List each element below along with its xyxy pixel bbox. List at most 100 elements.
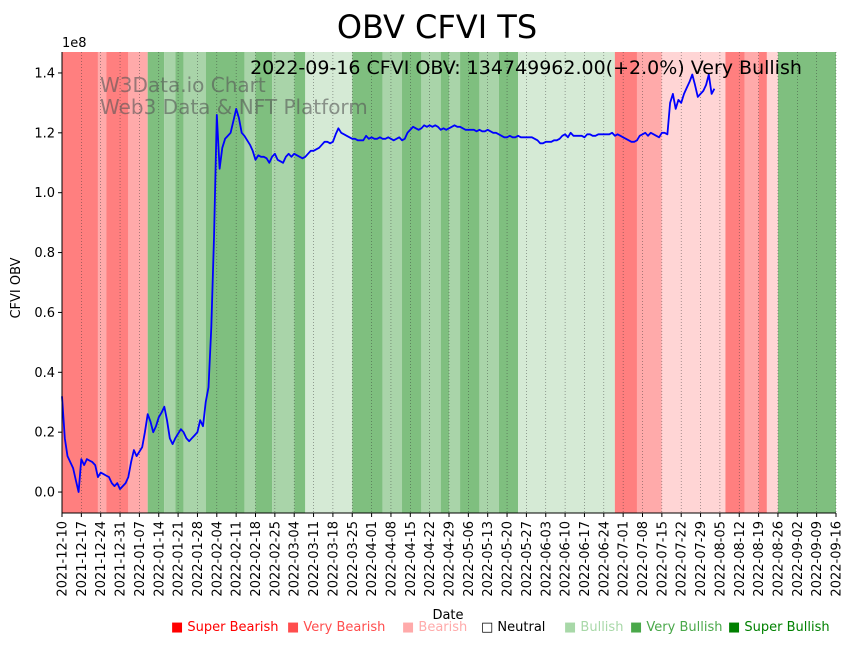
sentiment-band [164,52,176,513]
legend-swatch: ■ [402,620,419,635]
sentiment-band [766,52,778,513]
x-tick-label: 2022-06-17 [578,521,593,597]
legend-item: ■ Bearish [402,620,467,635]
x-tick-label: 2022-05-13 [481,521,496,597]
sentiment-band [758,52,767,513]
legend-label: Very Bearish [303,620,386,635]
sentiment-band [421,52,441,513]
x-tick-label: 2022-04-29 [443,521,458,597]
sentiment-band [777,52,836,513]
x-tick-label: 2022-02-11 [230,521,245,597]
x-tick-label: 2022-04-22 [423,521,438,597]
x-tick-label: 2022-05-20 [501,521,516,597]
sentiment-band [128,52,148,513]
sentiment-band [147,52,165,513]
x-tick-label: 2022-07-22 [675,521,690,597]
legend-swatch: □ [481,620,498,635]
legend-item: ■ Super Bearish [171,620,279,635]
legend-swatch: ■ [728,620,745,635]
x-tick-label: 2022-08-26 [771,521,786,597]
x-tick-label: 2022-01-07 [133,521,148,597]
sentiment-band [183,52,206,513]
sentiment-band [614,52,637,513]
x-tick-labels: 2021-12-10 2021-12-17 2021-12-24 2021-12-31… [56,513,845,597]
legend-item: □ Neutral [481,620,545,635]
sentiment-band [272,52,295,513]
legend-label: Neutral [497,620,546,635]
x-tick-label: 2022-06-24 [597,521,612,597]
sentiment-band [97,52,107,513]
x-tick-label: 2022-06-10 [559,521,574,597]
y-tick-label: 0.2 [34,426,55,441]
x-tick-label: 2022-01-14 [152,521,167,597]
legend-item: ■ Bullish [564,620,623,635]
x-tick-label: 2022-07-29 [694,521,709,597]
watermark-line-1: W3Data.io Chart [100,73,266,97]
x-tick-label: 2022-08-12 [733,521,748,597]
y-tick-label: 1.2 [34,126,55,141]
sentiment-band [106,52,129,513]
x-tick-label: 2022-04-01 [365,521,380,597]
x-tick-label: 2021-12-31 [114,521,129,597]
obv-series-line [61,73,716,493]
sentiment-band [460,52,480,513]
watermark-line-2: Web3 Data & NFT Platform [100,95,368,119]
sentiment-band [352,52,383,513]
sentiment-band [661,52,726,513]
x-tick-label: 2022-04-15 [404,521,419,597]
y-tick-labels: 0.0 0.2 0.4 0.6 0.8 1.0 1.2 1.4 [34,66,62,501]
x-tick-label: 2022-03-25 [346,521,361,597]
legend-label: Very Bullish [646,620,723,635]
sentiment-band [305,52,353,513]
x-tick-label: 2022-04-08 [384,521,399,597]
x-tick-label: 2022-06-03 [539,521,554,597]
x-tick-label: 2022-08-05 [713,521,728,597]
y-tick-label: 0.0 [34,486,55,501]
sentiment-band [725,52,745,513]
y-tick-label: 1.4 [34,66,55,81]
y-offset-label: 1e8 [62,36,87,51]
sentiment-band [244,52,256,513]
legend-item: ■ Super Bullish [728,620,830,635]
x-tick-label: 2022-02-25 [268,521,283,597]
legend-item: ■ Very Bearish [287,620,385,635]
x-tick-label: 2022-07-01 [617,521,632,597]
legend-swatch: ■ [564,620,581,635]
x-tick-label: 2022-07-15 [655,521,670,597]
series-lines [61,73,716,493]
sentiment-band [62,52,98,513]
legend-swatch: ■ [630,620,647,635]
x-tick-label: 2021-12-10 [56,521,71,597]
sentiment-band [479,52,499,513]
sentiment-band [175,52,184,513]
y-tick-label: 0.4 [34,366,55,381]
y-tick-label: 1.0 [34,186,55,201]
y-tick-label: 0.6 [34,306,55,321]
sentiment-band [440,52,449,513]
x-tick-label: 2022-01-28 [191,521,206,597]
x-tick-label: 2022-09-09 [810,521,825,597]
sentiment-band [636,52,662,513]
x-tick-label: 2022-08-19 [752,521,767,597]
x-tick-label: 2022-03-11 [307,521,322,597]
chart-annotation: 2022-09-16 CFVI OBV: 134749962.00(+2.0%)… [250,57,802,79]
x-tick-label: 2022-05-27 [520,521,535,597]
legend-swatch: ■ [171,620,188,635]
y-axis-label: CFVI OBV [9,257,24,318]
x-axis-label: Date [432,608,463,623]
y-tick-label: 0.8 [34,246,55,261]
x-tick-label: 2022-07-08 [636,521,651,597]
legend-label: Super Bullish [744,620,830,635]
x-tick-label: 2022-09-16 [830,521,845,597]
sentiment-band [498,52,519,513]
legend-label: Bearish [418,620,468,635]
x-tick-label: 2022-03-04 [288,521,303,597]
sentiment-band [382,52,403,513]
x-tick-label: 2021-12-24 [94,521,109,597]
legend: ■ Super Bearish ■ Very Bearish ■ Bearish □ … [0,620,853,640]
sentiment-band [744,52,759,513]
x-tick-label: 2021-12-17 [75,521,90,597]
x-tick-label: 2022-05-06 [462,521,477,597]
legend-label: Super Bearish [187,620,279,635]
